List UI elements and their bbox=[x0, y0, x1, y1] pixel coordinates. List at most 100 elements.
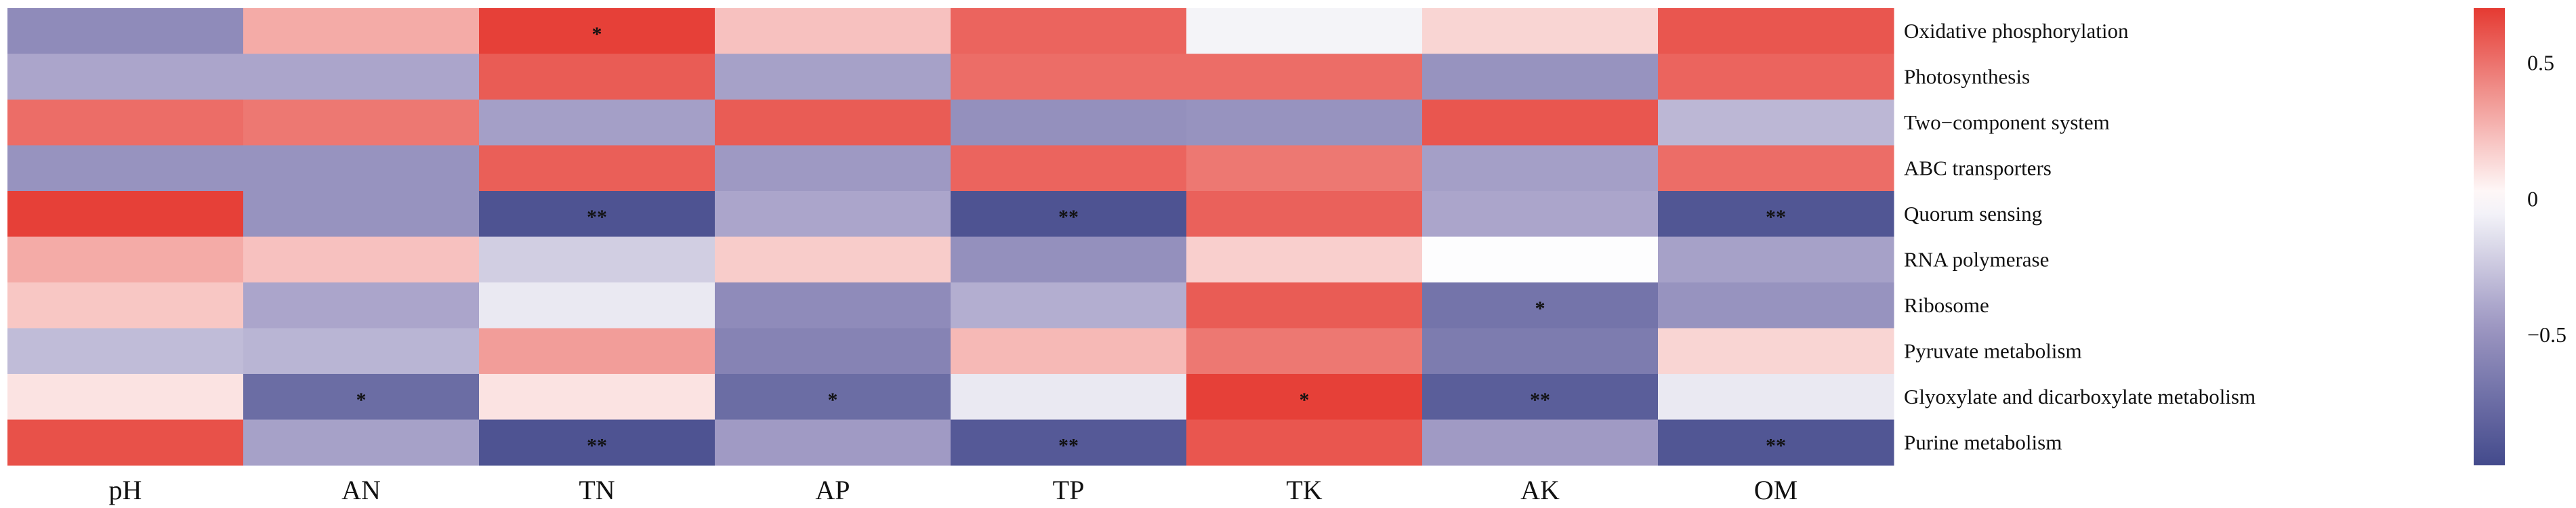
heatmap-cell bbox=[951, 374, 1187, 420]
heatmap-cell bbox=[715, 374, 951, 420]
heatmap-cell bbox=[1186, 54, 1423, 100]
heatmap-cell bbox=[1422, 419, 1659, 466]
heatmap-cell bbox=[951, 145, 1187, 192]
heatmap-cell bbox=[951, 236, 1187, 283]
heatmap-cell bbox=[243, 54, 480, 100]
heatmap-cell bbox=[715, 282, 951, 329]
significance-marker: * bbox=[1300, 389, 1310, 411]
colorbar-tick-label: −0.5 bbox=[2527, 322, 2567, 347]
heatmap-cell bbox=[1186, 282, 1423, 329]
heatmap-cell bbox=[715, 145, 951, 192]
heatmap-cell bbox=[1186, 191, 1423, 237]
heatmap-cell bbox=[479, 419, 715, 466]
heatmap-cell bbox=[1658, 282, 1894, 329]
heatmap-cell bbox=[1658, 54, 1894, 100]
heatmap-cell bbox=[715, 419, 951, 466]
heatmap-cell bbox=[1422, 100, 1659, 146]
significance-marker: ** bbox=[587, 206, 607, 228]
heatmap-cell bbox=[1658, 419, 1894, 466]
heatmap-cell bbox=[1422, 54, 1659, 100]
heatmap-cell bbox=[1658, 8, 1894, 54]
heatmap-cell bbox=[1186, 419, 1423, 466]
heatmap-cell bbox=[715, 100, 951, 146]
heatmap-cell bbox=[479, 282, 715, 329]
heatmap-cell bbox=[243, 236, 480, 283]
colorbar-gradient bbox=[2474, 8, 2505, 465]
heatmap-cell bbox=[1658, 145, 1894, 192]
significance-marker: ** bbox=[1766, 434, 1786, 457]
heatmap-cell bbox=[243, 145, 480, 192]
heatmap-cell bbox=[243, 419, 480, 466]
row-label: ABC transporters bbox=[1904, 156, 2052, 179]
row-label: Photosynthesis bbox=[1904, 64, 2030, 88]
heatmap-cell bbox=[243, 328, 480, 375]
heatmap-cell bbox=[479, 54, 715, 100]
heatmap-cell bbox=[1658, 328, 1894, 375]
significance-marker: ** bbox=[587, 434, 607, 457]
significance-marker: ** bbox=[1058, 434, 1079, 457]
column-label: TN bbox=[579, 475, 615, 505]
colorbar-tick-label: 0 bbox=[2527, 186, 2538, 211]
column-label: AK bbox=[1520, 475, 1560, 505]
heatmap-cell bbox=[479, 145, 715, 192]
heatmap-cell bbox=[1658, 191, 1894, 237]
heatmap-cell bbox=[479, 8, 715, 54]
row-labels: Oxidative phosphorylation Photosynthesis T… bbox=[1904, 19, 2256, 454]
heatmap-cell bbox=[7, 236, 244, 283]
heatmap-cell bbox=[715, 236, 951, 283]
heatmap-cell bbox=[1422, 282, 1659, 329]
heatmap-cell bbox=[951, 328, 1187, 375]
heatmap-cell bbox=[1186, 100, 1423, 146]
significance-marker: * bbox=[356, 389, 367, 411]
row-label: RNA polymerase bbox=[1904, 247, 2049, 271]
heatmap-cell bbox=[1658, 236, 1894, 283]
heatmap-cell bbox=[7, 282, 244, 329]
heatmap-cell bbox=[951, 8, 1187, 54]
heatmap-cell bbox=[7, 54, 244, 100]
column-label: AP bbox=[815, 475, 850, 505]
heatmap-cell bbox=[243, 8, 480, 54]
heatmap-cell bbox=[7, 328, 244, 375]
heatmap-cell bbox=[479, 191, 715, 237]
heatmap-cell bbox=[1658, 100, 1894, 146]
row-label: Two−component system bbox=[1904, 110, 2110, 134]
heatmap-cell bbox=[1422, 191, 1659, 237]
significance-marker: ** bbox=[1058, 206, 1079, 228]
heatmap-cell bbox=[951, 282, 1187, 329]
column-label: OM bbox=[1754, 475, 1798, 505]
colorbar-tick-label: 0.5 bbox=[2527, 50, 2554, 75]
heatmap-cell bbox=[479, 236, 715, 283]
significance-marker: ** bbox=[1530, 389, 1550, 411]
heatmap-cell bbox=[951, 419, 1187, 466]
heatmap-cell bbox=[1658, 374, 1894, 420]
heatmap-cell bbox=[715, 8, 951, 54]
heatmap-cell bbox=[479, 374, 715, 420]
row-label: Ribosome bbox=[1904, 293, 1989, 317]
row-label: Glyoxylate and dicarboxylate metabolism bbox=[1904, 385, 2256, 408]
heatmap-cell bbox=[7, 374, 244, 420]
heatmap-cell bbox=[243, 100, 480, 146]
significance-marker: * bbox=[1535, 297, 1545, 320]
heatmap-cell bbox=[1186, 8, 1423, 54]
heatmap-cell bbox=[1422, 145, 1659, 192]
heatmap-cell bbox=[243, 191, 480, 237]
heatmap-cell bbox=[1422, 236, 1659, 283]
significance-marker: * bbox=[592, 23, 602, 45]
column-label: TP bbox=[1053, 475, 1085, 505]
heatmap-cells: *** ** **** * * **** ** ** bbox=[7, 8, 1894, 466]
heatmap-cell bbox=[479, 100, 715, 146]
heatmap-cell bbox=[1186, 236, 1423, 283]
heatmap-cell bbox=[7, 100, 244, 146]
colorbar: 0.5 0 −0.5 bbox=[2474, 8, 2567, 465]
heatmap-cell bbox=[7, 191, 244, 237]
heatmap-cell bbox=[715, 328, 951, 375]
row-label: Purine metabolism bbox=[1904, 430, 2062, 454]
heatmap-cell bbox=[951, 191, 1187, 237]
heatmap-cell bbox=[1422, 374, 1659, 420]
column-label: pH bbox=[109, 475, 142, 505]
heatmap-cell bbox=[7, 419, 244, 466]
heatmap-cell bbox=[7, 8, 244, 54]
heatmap-cell bbox=[715, 54, 951, 100]
significance-marker: * bbox=[828, 389, 838, 411]
